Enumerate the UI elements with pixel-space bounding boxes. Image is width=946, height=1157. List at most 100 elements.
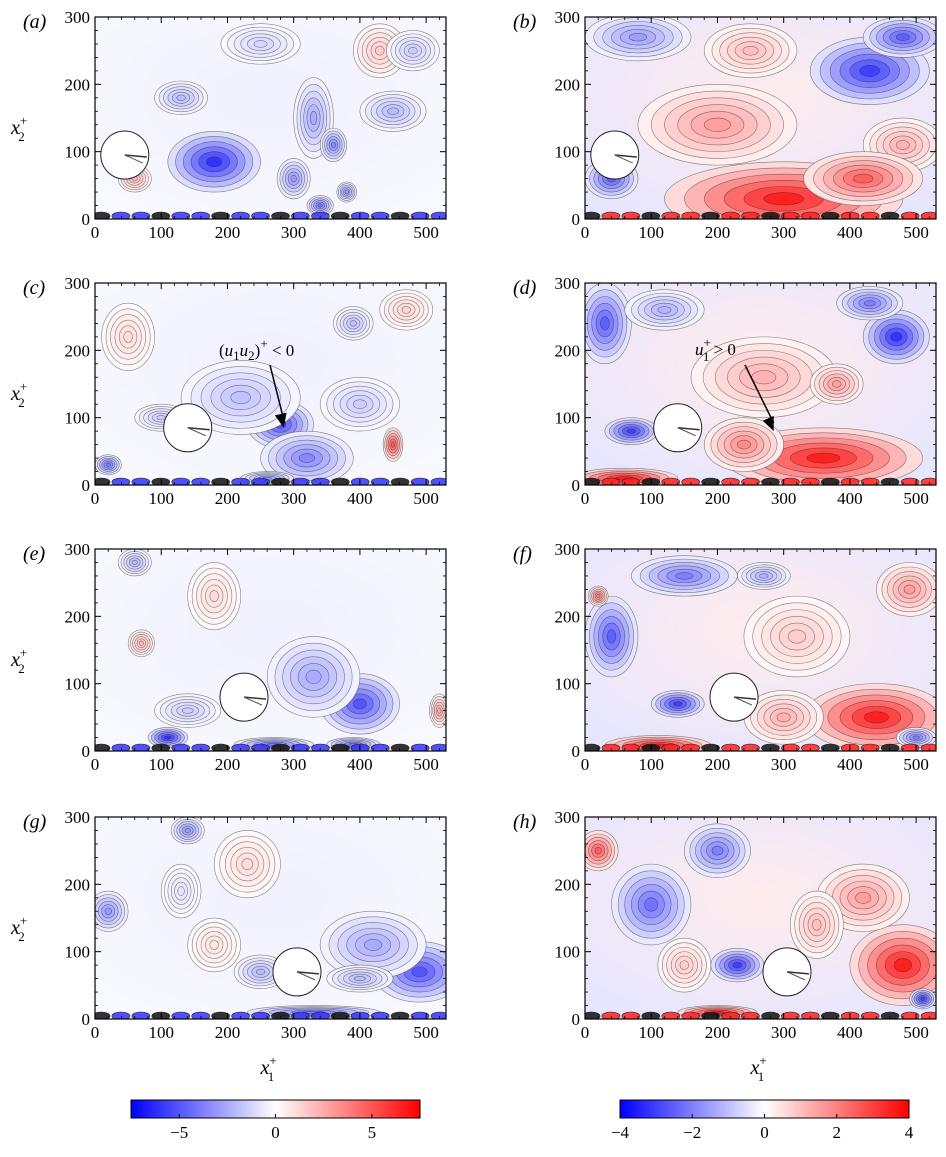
contour-level bbox=[751, 370, 777, 385]
wall-band bbox=[95, 1011, 446, 1019]
contour-level bbox=[317, 203, 323, 208]
panels: 0 100 200 300 400 500 0 100 200 300 (a) x+ 2 0 100 200 3… bbox=[10, 8, 937, 1084]
x-tick-label: 200 bbox=[705, 1023, 731, 1042]
contour-field bbox=[95, 283, 446, 485]
panel-b: 0 100 200 300 400 500 0 100 200 300 (b) bbox=[513, 8, 937, 242]
contour-level bbox=[177, 886, 185, 896]
x-tick-label: 500 bbox=[413, 223, 439, 242]
x-tick-label: 500 bbox=[903, 755, 929, 774]
contour-level bbox=[298, 453, 315, 463]
contour-level bbox=[391, 441, 396, 448]
contour-level bbox=[737, 439, 751, 450]
contour-level bbox=[732, 962, 743, 969]
x-tick-label: 400 bbox=[837, 1023, 863, 1042]
x-tick-label: 300 bbox=[771, 1023, 797, 1042]
contour-level bbox=[354, 976, 366, 982]
x-tick-label: 0 bbox=[581, 223, 590, 242]
contour-level bbox=[600, 316, 610, 331]
x-tick-label: 200 bbox=[215, 755, 241, 774]
y-axis-label: x+ 2 bbox=[10, 113, 27, 144]
panel-label: (g) bbox=[23, 811, 47, 833]
panel-label: (d) bbox=[513, 277, 537, 299]
panel-label: (c) bbox=[23, 277, 46, 299]
x-tick-label: 200 bbox=[705, 223, 731, 242]
x-tick-label: 500 bbox=[413, 755, 439, 774]
x-tick-label: 200 bbox=[215, 1023, 241, 1042]
y-tick-label: 100 bbox=[555, 675, 581, 694]
contour-level bbox=[673, 701, 683, 707]
plot-frame bbox=[584, 282, 937, 486]
plot-frame bbox=[94, 16, 447, 220]
contour-level bbox=[330, 141, 336, 149]
cylinder-marker bbox=[653, 403, 703, 453]
y-tick-label: 200 bbox=[555, 341, 581, 360]
colorbar-tick-label: 0 bbox=[760, 1123, 769, 1142]
annotation-label: (u1u2)+ < 0 bbox=[219, 336, 294, 363]
contour-level bbox=[759, 573, 769, 579]
contour-level bbox=[344, 190, 349, 195]
x-tick-label: 500 bbox=[903, 489, 929, 508]
plot-frame bbox=[94, 816, 447, 1020]
y-tick-label: 300 bbox=[65, 540, 91, 559]
contour-level bbox=[852, 173, 874, 184]
panel-f: 0 100 200 300 400 500 0 100 200 300 (f) bbox=[513, 540, 937, 774]
contour-level bbox=[831, 380, 842, 388]
x-tick-label: 500 bbox=[903, 223, 929, 242]
contour-level bbox=[628, 32, 648, 42]
contour-level bbox=[859, 64, 880, 77]
arrow-head bbox=[274, 412, 287, 428]
contour-level bbox=[105, 462, 111, 467]
contour-level bbox=[893, 958, 912, 973]
contour-level bbox=[787, 629, 807, 644]
x-tick-label: 300 bbox=[281, 489, 307, 508]
contour-level bbox=[855, 891, 872, 904]
colorbar-tick-label: 4 bbox=[905, 1123, 914, 1142]
contour-level bbox=[353, 698, 367, 710]
contour-level bbox=[703, 117, 731, 132]
x-tick-label: 400 bbox=[347, 1023, 373, 1042]
contour-level bbox=[644, 897, 659, 912]
contour-level bbox=[895, 33, 910, 41]
annotation-arrow bbox=[744, 364, 775, 424]
y-tick-label: 300 bbox=[555, 274, 581, 293]
contour-level bbox=[131, 559, 138, 565]
y-tick-label: 200 bbox=[65, 341, 91, 360]
contour-field bbox=[585, 17, 936, 219]
wall-band bbox=[95, 477, 446, 485]
contour-level bbox=[138, 640, 144, 646]
x-tick-label: 200 bbox=[705, 489, 731, 508]
contour-level bbox=[164, 735, 172, 740]
y-tick-label: 300 bbox=[65, 808, 91, 827]
contour-level bbox=[411, 966, 428, 978]
wall-band bbox=[585, 743, 936, 751]
contour-level bbox=[387, 107, 399, 115]
contour-level bbox=[253, 40, 268, 48]
wall-band bbox=[95, 743, 446, 751]
x-tick-label: 100 bbox=[148, 489, 174, 508]
x-tick-label: 300 bbox=[771, 755, 797, 774]
y-ticks: 0 100 200 300 bbox=[555, 540, 936, 761]
contour-level bbox=[349, 320, 357, 327]
contour-level bbox=[812, 918, 822, 931]
cylinder-marker bbox=[272, 947, 322, 997]
y-tick-label: 0 bbox=[82, 476, 91, 495]
x-tick-label: 0 bbox=[91, 1023, 100, 1042]
contour-level bbox=[626, 428, 637, 434]
y-tick-label: 200 bbox=[65, 875, 91, 894]
x-ticks: 0 100 200 300 400 500 bbox=[91, 17, 440, 242]
y-tick-label: 100 bbox=[65, 143, 91, 162]
x-tick-label: 0 bbox=[91, 755, 100, 774]
x-ticks: 0 100 200 300 400 500 bbox=[581, 817, 930, 1042]
x-tick-label: 0 bbox=[581, 755, 590, 774]
x-tick-label: 100 bbox=[638, 489, 664, 508]
contour-level bbox=[890, 332, 903, 342]
y-tick-label: 100 bbox=[65, 675, 91, 694]
x-ticks: 0 100 200 300 400 500 bbox=[581, 17, 930, 242]
contour-level bbox=[184, 827, 191, 833]
x-tick-label: 0 bbox=[581, 1023, 590, 1042]
y-tick-label: 100 bbox=[555, 409, 581, 428]
y-tick-label: 200 bbox=[65, 75, 91, 94]
x-tick-label: 300 bbox=[281, 1023, 307, 1042]
contour-level bbox=[104, 907, 112, 915]
